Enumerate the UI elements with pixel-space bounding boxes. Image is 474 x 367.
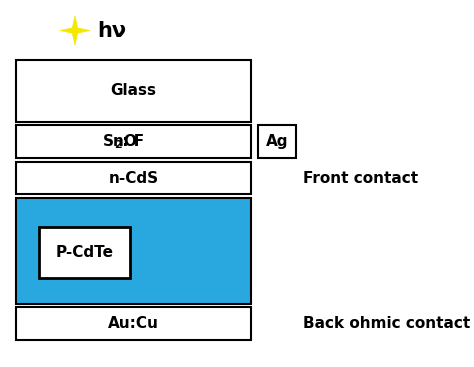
Bar [17,60,250,121]
Bar [17,307,250,340]
Text: n-CdS: n-CdS [109,171,159,186]
Text: Front contact: Front contact [303,171,419,186]
Bar [258,125,296,158]
Text: 2: 2 [114,139,122,149]
Bar [17,198,250,304]
Bar [17,125,250,158]
Polygon shape [60,16,90,45]
Bar [39,227,130,278]
Text: P-CdTe: P-CdTe [55,245,113,260]
Bar [17,161,250,195]
Text: Au:Cu: Au:Cu [108,316,159,331]
Text: hν: hν [98,21,127,40]
Text: Ag: Ag [265,134,288,149]
Text: : F: : F [117,134,144,149]
Text: Back ohmic contact: Back ohmic contact [303,316,471,331]
Text: Glass: Glass [110,83,156,98]
Text: SnO: SnO [103,134,138,149]
